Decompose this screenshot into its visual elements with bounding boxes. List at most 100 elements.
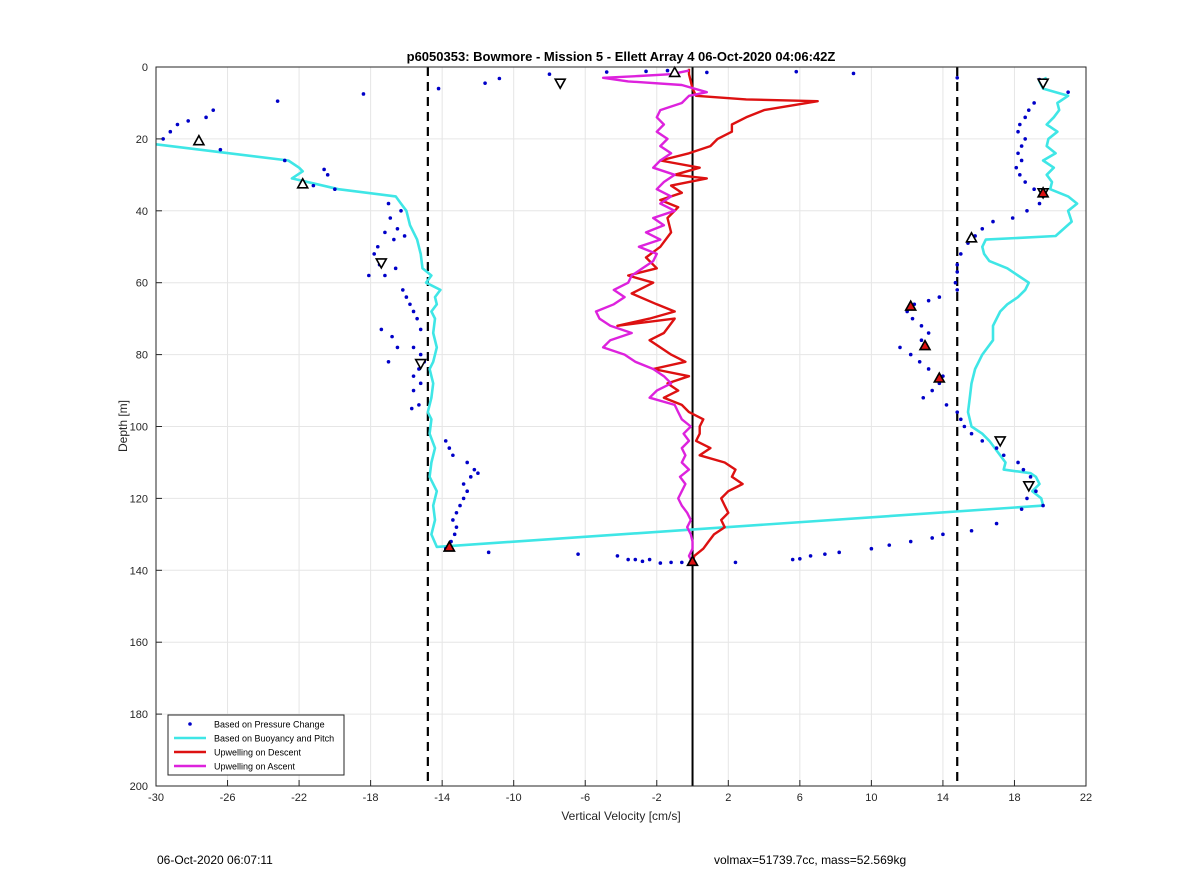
footer-timestamp: 06-Oct-2020 06:07:11 xyxy=(157,853,273,867)
y-tick-label: 20 xyxy=(136,134,148,146)
pressure-point xyxy=(794,69,799,74)
reference-lines xyxy=(426,67,959,786)
pressure-point xyxy=(390,334,394,339)
x-tick-label: -18 xyxy=(363,792,379,804)
pressure-point xyxy=(411,374,416,378)
filled-marker xyxy=(918,338,932,351)
y-tick-label: 160 xyxy=(130,637,148,649)
pressure-point xyxy=(626,557,630,562)
pressure-point xyxy=(411,345,416,350)
x-tick-label: 22 xyxy=(1080,792,1092,804)
pressure-point xyxy=(658,561,663,565)
pressure-point xyxy=(1023,115,1027,120)
pressure-point xyxy=(404,295,409,299)
pressure-point xyxy=(919,338,924,343)
pressure-point xyxy=(486,550,491,555)
legend: Based on Pressure Change Based on Buoyanc… xyxy=(167,714,345,776)
pressure-point xyxy=(615,554,620,558)
pressure-point xyxy=(465,460,469,465)
pressure-point xyxy=(461,482,466,486)
ascent-marker xyxy=(965,231,978,243)
y-tick-label: 0 xyxy=(142,62,148,74)
x-tick-label: -30 xyxy=(148,792,164,804)
legend-label: Based on Pressure Change xyxy=(214,720,325,730)
pressure-point xyxy=(604,70,609,74)
pressure-point xyxy=(955,75,960,80)
x-tick-label: -14 xyxy=(434,792,450,804)
x-tick-label: -10 xyxy=(506,792,522,804)
pressure-point xyxy=(1032,187,1036,192)
filled-marker xyxy=(932,371,946,383)
x-tick-label: 18 xyxy=(1008,792,1020,804)
pressure-point xyxy=(908,539,913,544)
pressure-point xyxy=(669,560,673,565)
pressure-point xyxy=(333,187,337,192)
descent-marker xyxy=(1036,78,1050,90)
pressure-point xyxy=(1034,489,1038,494)
y-tick-label: 120 xyxy=(130,493,148,505)
pressure-point xyxy=(1028,475,1033,479)
pressure-point xyxy=(955,270,960,274)
pressure-point xyxy=(941,532,945,537)
pressure-point xyxy=(1021,467,1026,472)
pressure-point xyxy=(790,557,795,562)
pressure-point xyxy=(908,352,913,357)
pressure-point xyxy=(392,237,396,242)
descent-marker xyxy=(553,78,567,90)
pressure-point xyxy=(959,417,963,422)
x-axis-label: Vertical Velocity [cm/s] xyxy=(561,809,680,823)
ascent-upwelling-line xyxy=(594,69,708,563)
pressure-point xyxy=(959,252,963,256)
pressure-point xyxy=(483,81,487,85)
pressure-point xyxy=(399,209,403,213)
pressure-point xyxy=(1023,137,1027,141)
pressure-point xyxy=(647,557,652,562)
pressure-point xyxy=(1019,144,1024,148)
filled-marker xyxy=(1036,186,1050,198)
pressure-point xyxy=(411,309,416,314)
legend-label: Upwelling on Ascent xyxy=(214,762,296,772)
footer-stats: volmax=51739.7cc, mass=52.569kg xyxy=(714,853,907,867)
pressure-point xyxy=(930,536,934,540)
pressure-point xyxy=(415,316,419,321)
pressure-point xyxy=(454,525,459,529)
pressure-point xyxy=(311,183,316,188)
pressure-point xyxy=(1019,158,1024,163)
pressure-point xyxy=(917,359,922,364)
descent-marker xyxy=(374,258,388,270)
pressure-point xyxy=(991,219,995,224)
pressure-point xyxy=(798,556,802,561)
pressure-point xyxy=(930,388,934,393)
pressure-point xyxy=(451,453,455,458)
pressure-point xyxy=(458,503,462,508)
pressure-point xyxy=(417,403,421,407)
pressure-point xyxy=(1025,209,1029,213)
pressure-point xyxy=(497,76,502,81)
pressure-point xyxy=(576,552,580,556)
pressure-point xyxy=(1066,90,1070,94)
pressure-point xyxy=(1023,180,1027,184)
pressure-point xyxy=(386,359,391,364)
y-tick-label: 180 xyxy=(130,709,148,721)
y-tick-label: 140 xyxy=(130,565,148,577)
pressure-point xyxy=(402,234,407,238)
x-tick-label: -26 xyxy=(220,792,236,804)
legend-label: Upwelling on Descent xyxy=(214,748,302,758)
pressure-point xyxy=(953,280,958,285)
y-tick-label: 60 xyxy=(136,278,148,290)
pressure-point xyxy=(1019,507,1024,511)
pressure-point xyxy=(937,295,942,299)
pressure-point xyxy=(1018,173,1022,177)
pressure-point xyxy=(375,244,380,249)
pressure-point xyxy=(168,129,173,134)
pressure-point xyxy=(633,557,638,562)
pressure-point xyxy=(926,367,931,371)
pressure-point xyxy=(955,410,960,414)
pressure-point xyxy=(443,439,448,443)
pressure-point xyxy=(451,518,455,522)
pressure-point xyxy=(733,560,738,565)
pressure-point xyxy=(454,510,459,515)
pressure-point xyxy=(644,69,648,74)
pressure-point xyxy=(211,108,216,112)
